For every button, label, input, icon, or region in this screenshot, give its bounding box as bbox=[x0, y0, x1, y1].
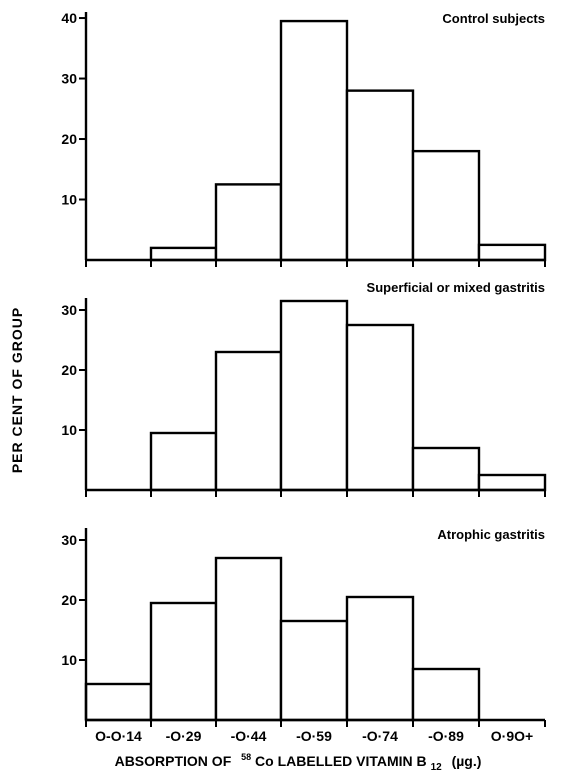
y-tick-label: 20 bbox=[61, 592, 77, 608]
x-axis-label-isotope: Co LABELLED VITAMIN B bbox=[255, 753, 427, 769]
panel-1: 10 20 30 40 Control subjects bbox=[61, 10, 547, 267]
y-tick-label: 20 bbox=[61, 131, 77, 147]
bar-5 bbox=[345, 595, 415, 722]
y-tick-label: 30 bbox=[61, 71, 77, 87]
x-category-label: O-O·14 bbox=[95, 728, 142, 744]
x-axis-label-isotope-sup: 58 bbox=[241, 752, 251, 762]
x-axis-label-prefix: ABSORPTION OF bbox=[115, 753, 232, 769]
bar-4 bbox=[279, 299, 349, 492]
y-tick-label: 10 bbox=[61, 422, 77, 438]
bar-6 bbox=[411, 446, 481, 492]
bar-2 bbox=[149, 431, 218, 492]
y-tick-label: 30 bbox=[61, 302, 77, 318]
y-tick-label: 20 bbox=[61, 362, 77, 378]
y-tick-label: 10 bbox=[61, 652, 77, 668]
y-axis-label: PER CENT OF GROUP bbox=[9, 307, 25, 473]
panel-title: Superficial or mixed gastritis bbox=[367, 280, 545, 295]
bar-6 bbox=[411, 149, 481, 262]
bar-7 bbox=[477, 473, 547, 492]
panel-3: 10 20 30 Atrophic gastritis bbox=[61, 527, 546, 727]
y-tick-label: 40 bbox=[61, 10, 77, 26]
bar-3 bbox=[214, 556, 283, 722]
x-axis-label: ABSORPTION OF 58 Co LABELLED VITAMIN B 1… bbox=[115, 747, 482, 773]
bar-5 bbox=[345, 323, 415, 492]
x-category-label: -O·44 bbox=[231, 728, 267, 744]
x-category-label: -O·89 bbox=[428, 728, 464, 744]
bar-2 bbox=[149, 246, 218, 262]
panels: 10 20 30 40 Control subjects 10 20 30 Superficia… bbox=[61, 10, 547, 727]
bar-7 bbox=[477, 243, 547, 262]
y-tick-label: 10 bbox=[61, 192, 77, 208]
panel-title: Atrophic gastritis bbox=[437, 527, 545, 542]
x-axis-label-sub: 12 bbox=[431, 762, 443, 773]
panel-title: Control subjects bbox=[442, 11, 545, 26]
bar-1 bbox=[84, 682, 153, 722]
x-category-label: -O·59 bbox=[296, 728, 332, 744]
x-category-labels: O-O·14 -O·29 -O·44 -O·59 -O·74 -O·89 O·9O+ bbox=[95, 728, 533, 744]
y-tick-label: 30 bbox=[61, 532, 77, 548]
bar-2 bbox=[149, 601, 218, 722]
bar-6 bbox=[411, 667, 481, 722]
panel-2: 10 20 30 Superficial or mixed gastritis bbox=[61, 280, 547, 497]
bar-3 bbox=[214, 183, 283, 262]
x-category-label: -O·74 bbox=[362, 728, 398, 744]
bar-4 bbox=[279, 619, 349, 722]
bar-5 bbox=[345, 89, 415, 262]
x-axis-label-unit: (µg.) bbox=[452, 753, 482, 769]
bar-4 bbox=[279, 19, 349, 262]
bar-3 bbox=[214, 350, 283, 492]
x-category-label: -O·29 bbox=[166, 728, 202, 744]
x-category-label: O·9O+ bbox=[491, 728, 533, 744]
